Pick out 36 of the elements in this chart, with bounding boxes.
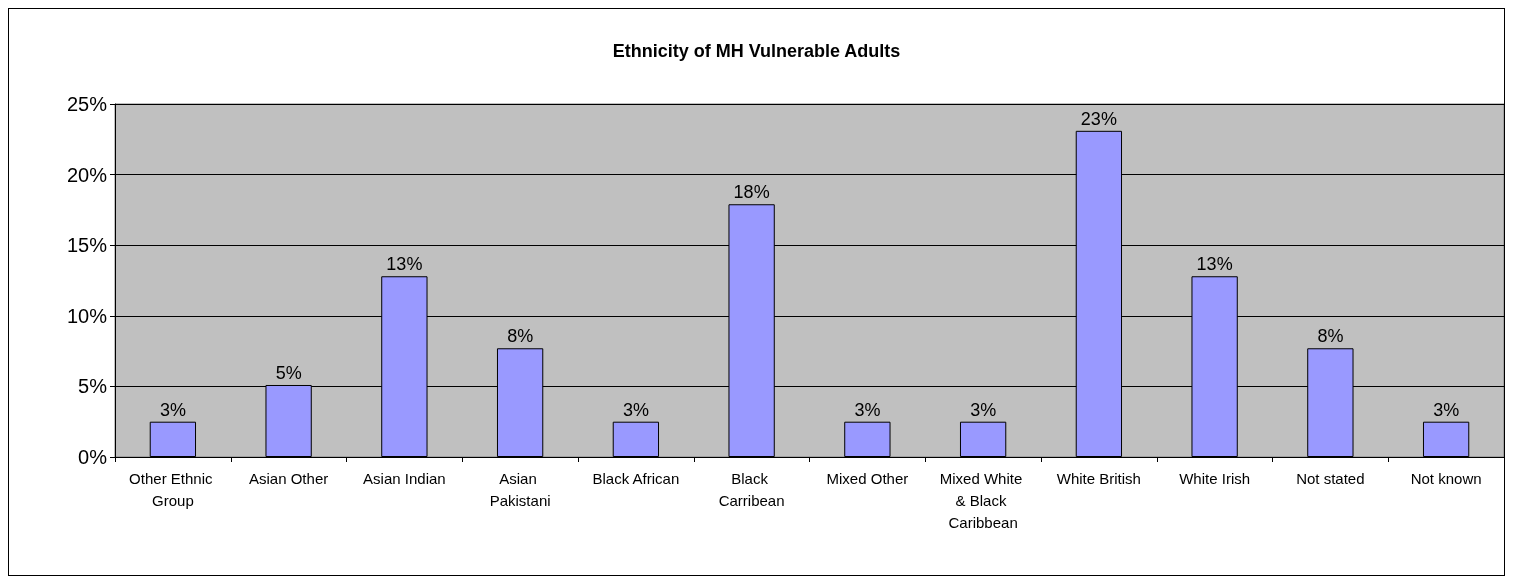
- x-tick-label: Other Ethnic Group: [129, 469, 217, 509]
- y-tick-label: 15%: [66, 234, 108, 257]
- x-tick-label: Mixed Other: [826, 469, 909, 487]
- data-label: 23%: [1080, 108, 1117, 129]
- bar: [612, 421, 660, 457]
- bar: [959, 421, 1007, 457]
- y-tick-label: 20%: [66, 163, 108, 186]
- data-label: 13%: [1196, 254, 1233, 275]
- data-label: 8%: [1317, 326, 1344, 347]
- x-tick-label: Not stated: [1296, 469, 1365, 487]
- x-tick-label: Asian Indian: [363, 469, 446, 487]
- data-label: 3%: [159, 399, 186, 420]
- data-label: 3%: [970, 399, 997, 420]
- x-tick-label: Asian Pakistani: [489, 469, 551, 509]
- y-tick-label: 25%: [66, 93, 108, 115]
- data-label: 5%: [275, 362, 302, 383]
- chart-title: Ethnicity of MH Vulnerable Adults: [612, 41, 901, 61]
- data-label: 3%: [854, 399, 881, 420]
- bar: [844, 421, 891, 457]
- y-tick-label: 5%: [78, 375, 108, 398]
- bar: [149, 421, 197, 457]
- x-tick-label: White Irish: [1179, 469, 1251, 487]
- x-tick-label: Not known: [1410, 469, 1482, 487]
- x-tick-label: Black Carribean: [718, 469, 785, 509]
- x-tick-label: White British: [1056, 469, 1141, 487]
- y-tick-label: 0%: [78, 446, 108, 468]
- x-tick-label: Mixed White & Black Caribbean: [939, 469, 1027, 531]
- data-label: 3%: [622, 399, 649, 420]
- y-tick-label: 10%: [66, 304, 108, 327]
- data-label: 18%: [733, 182, 770, 203]
- data-label: 8%: [507, 326, 534, 347]
- x-tick-label: Asian Other: [249, 469, 329, 487]
- data-label: 3%: [1433, 399, 1460, 420]
- bar: [1422, 421, 1470, 457]
- data-label: 13%: [386, 254, 423, 275]
- x-tick-label: Black African: [592, 469, 680, 487]
